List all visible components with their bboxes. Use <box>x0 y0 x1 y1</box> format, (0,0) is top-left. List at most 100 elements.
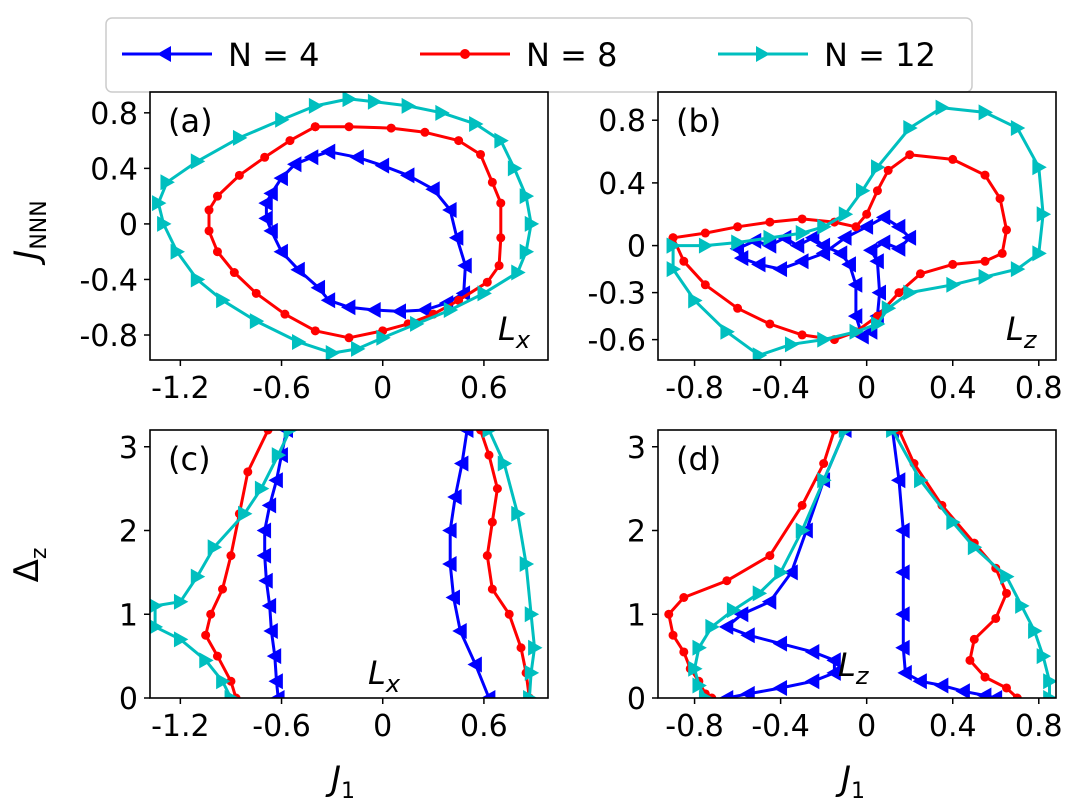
legend-label-n4: N = 4 <box>228 36 319 74</box>
series-line-n12 <box>487 430 536 698</box>
data-point-n12 <box>519 243 535 260</box>
data-point-n12 <box>726 602 742 619</box>
data-point-n12 <box>886 430 901 438</box>
data-point-n4 <box>310 279 326 296</box>
data-point-n12 <box>173 593 189 610</box>
data-point-n8 <box>454 136 464 146</box>
data-point-n8 <box>344 122 354 132</box>
data-point-n8 <box>862 209 872 219</box>
data-point-n4 <box>261 497 277 514</box>
data-point-n4 <box>453 455 469 472</box>
data-point-n4 <box>256 547 272 564</box>
corner-label-c: Lx <box>368 654 401 698</box>
data-point-n4 <box>442 522 457 539</box>
data-point-n4 <box>761 593 777 610</box>
data-point-n8 <box>679 647 689 657</box>
data-point-n12 <box>1043 673 1056 690</box>
data-point-n8 <box>226 676 236 686</box>
data-point-n8 <box>1002 683 1012 693</box>
legend-item-n12: N = 12 <box>718 36 936 74</box>
data-point-n8 <box>243 467 253 477</box>
series-line-n8 <box>897 430 1019 698</box>
data-point-n8 <box>218 584 228 594</box>
data-point-n12 <box>524 664 540 681</box>
data-point-n12 <box>249 313 265 330</box>
data-point-n4 <box>263 623 278 639</box>
plot-frame-a <box>149 91 549 361</box>
data-point-n4 <box>718 690 734 698</box>
data-point-n8 <box>1002 225 1012 235</box>
data-point-n8 <box>251 288 261 298</box>
data-point-n4 <box>366 302 381 319</box>
corner-label-main: L <box>498 310 516 348</box>
data-point-n4 <box>933 677 949 694</box>
data-point-n8 <box>386 123 396 133</box>
y-tick-label: 0.8 <box>90 97 138 132</box>
data-point-n12 <box>150 598 164 614</box>
data-point-n12 <box>1043 690 1056 698</box>
data-point-n4 <box>815 245 831 262</box>
data-point-n4 <box>452 623 467 639</box>
series-line-n8 <box>204 430 270 698</box>
data-point-n8 <box>829 430 839 435</box>
data-point-n4 <box>783 564 798 581</box>
data-point-n4 <box>895 522 910 539</box>
data-point-n4 <box>287 156 302 173</box>
data-point-n8 <box>482 551 492 561</box>
data-point-n12 <box>978 104 994 121</box>
x-tick-label: 0 <box>373 371 392 406</box>
data-point-n4 <box>261 597 277 614</box>
data-point-n4 <box>268 673 283 690</box>
data-point-n12 <box>160 174 175 191</box>
data-point-n12 <box>410 315 425 332</box>
series-line-n12 <box>891 430 1051 698</box>
data-point-n4 <box>875 209 891 226</box>
data-point-n8 <box>260 152 270 162</box>
panel-label-b: (b) <box>676 102 721 140</box>
panel-c: -1.2 -0.6 0 0.6 0 1 2 3 (c) Lx <box>119 429 549 744</box>
x-tick-label: 0.6 <box>460 371 508 406</box>
data-point-n12 <box>1010 261 1026 278</box>
data-point-n4 <box>804 229 820 246</box>
data-point-n4 <box>895 606 910 623</box>
data-point-n12 <box>838 430 854 438</box>
plot-frame-b <box>657 91 1057 361</box>
legend: N = 4 N = 8 N = 12 <box>105 17 973 93</box>
data-point-n8 <box>997 248 1007 258</box>
data-point-n8 <box>263 430 273 435</box>
data-point-n8 <box>883 165 893 175</box>
data-point-n12 <box>1028 623 1043 639</box>
data-point-n8 <box>212 247 222 257</box>
series-line-n4 <box>264 150 467 313</box>
data-point-n4 <box>875 234 891 251</box>
data-point-n12 <box>232 129 248 146</box>
y-tick-label: 3 <box>119 431 138 466</box>
panel-a: -1.2 -0.6 0 0.6 0.8 0.4 0 -0.4 -0.8 (a) Lx <box>79 91 549 406</box>
data-point-n8 <box>504 609 514 619</box>
data-point-n12 <box>935 99 950 116</box>
x-axis-label-right-main: J <box>835 759 851 799</box>
data-point-n4 <box>901 229 917 246</box>
corner-label-sub: x <box>385 670 401 698</box>
data-point-n4 <box>794 253 809 270</box>
data-point-n8 <box>204 226 214 236</box>
data-point-n12 <box>871 315 886 332</box>
data-point-n12 <box>292 333 307 350</box>
series-line-n8 <box>479 430 531 698</box>
data-point-n12 <box>817 218 832 235</box>
data-point-n4 <box>977 687 992 698</box>
data-point-n4 <box>258 210 273 227</box>
data-point-n12 <box>967 539 983 556</box>
data-point-n8 <box>894 288 904 298</box>
data-point-n12 <box>698 690 714 698</box>
data-point-n12 <box>881 300 897 317</box>
data-point-n4 <box>467 656 482 673</box>
data-point-n4 <box>895 639 910 656</box>
y-tick-label: -0.4 <box>79 263 138 298</box>
data-point-n4 <box>442 202 457 219</box>
data-point-n12 <box>435 104 450 121</box>
data-point-n12 <box>207 539 223 556</box>
x-axis-label-right-sub: 1 <box>851 779 865 804</box>
data-point-n4 <box>425 181 440 198</box>
corner-label-sub: x <box>515 326 531 354</box>
